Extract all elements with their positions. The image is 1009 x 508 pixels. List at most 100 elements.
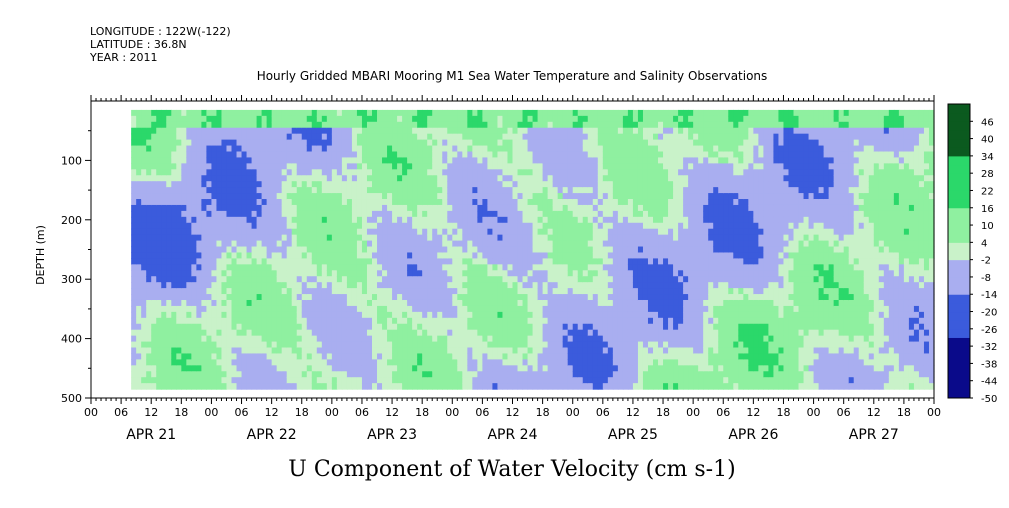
heatmap-cell — [366, 347, 373, 355]
heatmap-cell — [402, 335, 408, 343]
heatmap-cell — [316, 288, 323, 295]
heatmap-cell — [457, 365, 463, 372]
heatmap-cell — [366, 240, 373, 248]
heatmap-cell — [507, 151, 514, 159]
heatmap-cell — [617, 216, 624, 224]
heatmap-cell — [437, 305, 443, 313]
heatmap-cell — [487, 240, 494, 248]
heatmap-cell — [281, 169, 288, 176]
heatmap-cell — [146, 175, 152, 182]
heatmap-cell — [377, 347, 383, 355]
heatmap-cell — [497, 199, 504, 206]
heatmap-cell — [647, 115, 654, 123]
heatmap-cell — [256, 341, 263, 349]
heatmap-cell — [577, 199, 584, 206]
heatmap-cell — [627, 353, 634, 360]
heatmap-cell — [482, 305, 489, 313]
heatmap-cell — [366, 115, 373, 123]
heatmap-cell — [246, 323, 253, 331]
heatmap-cell — [582, 175, 589, 182]
heatmap-cell — [472, 210, 478, 218]
heatmap-cell — [562, 258, 569, 265]
heatmap-cell — [236, 365, 243, 372]
heatmap-cell — [341, 341, 348, 349]
heatmap-cell — [321, 317, 328, 325]
heatmap-cell — [377, 193, 383, 200]
heatmap-cell — [356, 282, 363, 289]
heatmap-cell — [542, 377, 549, 384]
heatmap-cell — [467, 299, 473, 307]
heatmap-cell — [266, 193, 273, 200]
heatmap-cell — [131, 228, 137, 236]
heatmap-cell — [492, 175, 499, 182]
heatmap-cell — [647, 258, 654, 265]
heatmap-cell — [161, 246, 167, 254]
heatmap-cell — [151, 157, 157, 164]
heatmap-cell — [392, 282, 398, 289]
heatmap-cell — [377, 246, 383, 254]
heatmap-cell — [442, 210, 448, 218]
heatmap-cell — [231, 377, 238, 384]
heatmap-cell — [191, 323, 197, 331]
heatmap-cell — [306, 246, 313, 254]
heatmap-cell — [627, 181, 634, 188]
heatmap-cell — [658, 264, 664, 271]
heatmap-cell — [467, 163, 473, 170]
heatmap-cell — [432, 323, 438, 331]
heatmap-cell — [206, 204, 213, 212]
heatmap-cell — [532, 199, 539, 206]
heatmap-cell — [301, 383, 308, 390]
heatmap-cell — [331, 294, 338, 301]
heatmap-cell — [653, 228, 659, 236]
heatmap-cell — [341, 199, 348, 206]
heatmap-cell — [487, 204, 494, 212]
heatmap-cell — [311, 228, 318, 236]
heatmap-cell — [296, 204, 303, 212]
heatmap-cell — [457, 305, 463, 313]
heatmap-cell — [236, 210, 243, 218]
heatmap-cell — [547, 365, 554, 372]
heatmap-cell — [432, 169, 438, 176]
heatmap-cell — [231, 282, 238, 289]
heatmap-cell — [617, 151, 624, 159]
heatmap-cell — [582, 151, 589, 159]
heatmap-cell — [351, 258, 358, 265]
heatmap-cell — [632, 258, 639, 265]
heatmap-cell — [261, 109, 268, 117]
heatmap-cell — [321, 347, 328, 355]
heatmap-cell — [552, 317, 559, 325]
heatmap-cell — [241, 204, 248, 212]
heatmap-cell — [612, 181, 619, 188]
heatmap-cell — [161, 199, 167, 206]
heatmap-cell — [627, 335, 634, 343]
heatmap-cell — [477, 157, 483, 164]
heatmap-cell — [502, 204, 509, 212]
heatmap-cell — [552, 359, 559, 366]
heatmap-cell — [221, 216, 228, 224]
heatmap-cell — [482, 216, 489, 224]
heatmap-cell — [377, 163, 383, 170]
heatmap-cell — [231, 305, 238, 313]
heatmap-cell — [216, 222, 223, 230]
heatmap-cell — [351, 240, 358, 248]
heatmap-cell — [653, 157, 659, 164]
heatmap-cell — [452, 210, 458, 218]
heatmap-cell — [522, 377, 529, 384]
heatmap-cell — [472, 276, 478, 283]
heatmap-cell — [532, 264, 539, 271]
heatmap-cell — [196, 264, 202, 271]
heatmap-cell — [306, 282, 313, 289]
heatmap-cell — [587, 145, 594, 153]
heatmap-cell — [617, 181, 624, 188]
heatmap-cell — [472, 341, 478, 349]
heatmap-cell — [377, 234, 383, 242]
heatmap-cell — [512, 353, 519, 360]
heatmap-cell — [151, 341, 157, 349]
heatmap-cell — [422, 163, 428, 170]
heatmap-cell — [452, 288, 458, 295]
heatmap-cell — [166, 335, 172, 343]
heatmap-cell — [517, 157, 524, 164]
heatmap-cell — [206, 240, 213, 248]
heatmap-cell — [487, 199, 494, 206]
heatmap-cell — [361, 216, 368, 224]
